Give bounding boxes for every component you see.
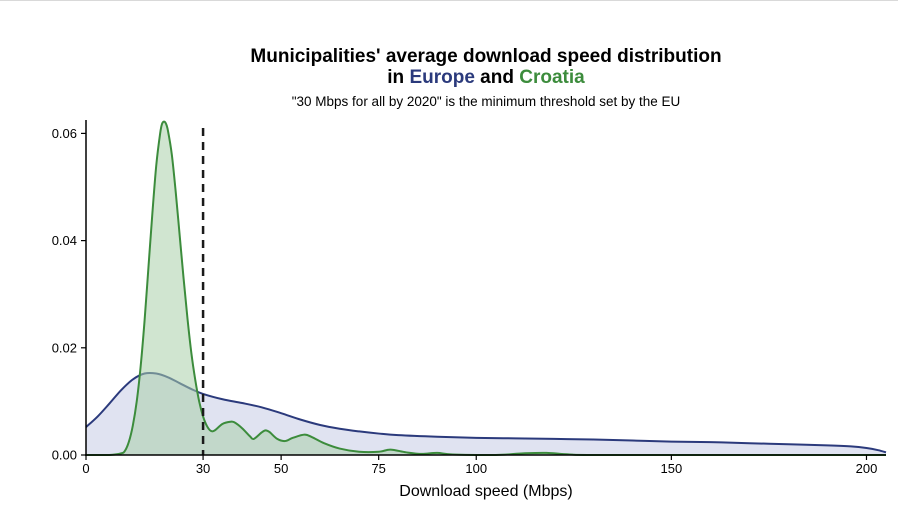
chart-subtitle: "30 Mbps for all by 2020" is the minimum… xyxy=(291,94,681,109)
title-prefix: in xyxy=(387,67,410,88)
density-area-croatia xyxy=(86,121,886,456)
x-tick-label-100: 100 xyxy=(465,461,487,476)
x-tick-label-75: 75 xyxy=(371,461,385,476)
x-axis-label: Download speed (Mbps) xyxy=(399,483,572,500)
x-tick-label-30: 30 xyxy=(196,461,210,476)
title-croatia-word: Croatia xyxy=(519,67,585,88)
y-tick-label-0.00: 0.00 xyxy=(52,448,77,463)
chart-title-line1: Municipalities' average download speed d… xyxy=(250,46,722,67)
y-tick-label-0.04: 0.04 xyxy=(52,233,77,248)
density-area-europe xyxy=(86,372,886,455)
chart-title-line2: in Europe and Croatia xyxy=(86,67,886,89)
x-tick-label-50: 50 xyxy=(274,461,288,476)
x-tick-label-200: 200 xyxy=(856,461,878,476)
x-tick-label-0: 0 xyxy=(82,461,89,476)
top-border xyxy=(0,0,898,1)
title-europe-word: Europe xyxy=(409,67,475,88)
x-tick-label-150: 150 xyxy=(661,461,683,476)
title-middle: and xyxy=(474,67,520,88)
y-tick-label-0.02: 0.02 xyxy=(52,340,77,355)
y-tick-label-0.06: 0.06 xyxy=(52,126,77,141)
density-line-croatia xyxy=(85,120,886,457)
